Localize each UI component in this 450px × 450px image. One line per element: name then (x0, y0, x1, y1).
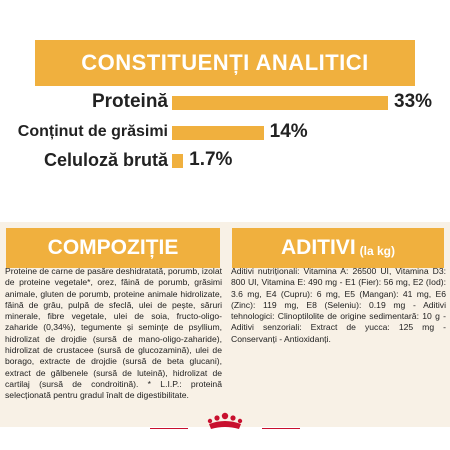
additives-unit: (la kg) (359, 244, 395, 258)
brand-logo (192, 410, 258, 446)
composition-header: COMPOZIȚIE (6, 228, 220, 268)
composition-title: COMPOZIȚIE (47, 236, 179, 259)
analytics-bars: Proteină 33% Conținut de grăsimi 14% Cel… (0, 88, 450, 178)
bar-row-fiber: Celuloză brută 1.7% (0, 147, 450, 173)
bar-fill-fiber (172, 154, 184, 168)
bar-label-fat: Conținut de grăsimi (17, 123, 168, 140)
composition-card: COMPOZIȚIE Proteine de carne de pasăre d… (0, 222, 226, 427)
logo-divider-left (150, 428, 188, 429)
additives-header: ADITIVI (la kg) (232, 228, 444, 268)
bar-value-fat: 14% (269, 121, 308, 142)
bar-fill-fat (172, 126, 264, 140)
composition-text: Proteine de carne de pasăre deshidratată… (5, 266, 222, 401)
analytics-banner: CONSTITUENȚI ANALITICI (35, 40, 415, 86)
bar-row-protein: Proteină 33% (0, 89, 450, 115)
bar-row-fat: Conținut de grăsimi 14% (0, 119, 450, 145)
crown-icon (207, 412, 243, 429)
bar-fill-protein (172, 96, 388, 110)
additives-card: ADITIVI (la kg) Aditivi nutriționali: Vi… (226, 222, 450, 427)
additives-text: Aditivi nutriționali: Vitamina A: 26500 … (231, 266, 446, 344)
bar-label-fiber: Celuloză brută (43, 150, 168, 170)
bar-value-fiber: 1.7% (189, 149, 233, 170)
bar-label-protein: Proteină (91, 91, 168, 112)
additives-title: ADITIVI (280, 236, 356, 259)
analytics-title: CONSTITUENȚI ANALITICI (81, 50, 369, 75)
bar-value-protein: 33% (394, 91, 433, 112)
logo-divider-right (262, 428, 300, 429)
